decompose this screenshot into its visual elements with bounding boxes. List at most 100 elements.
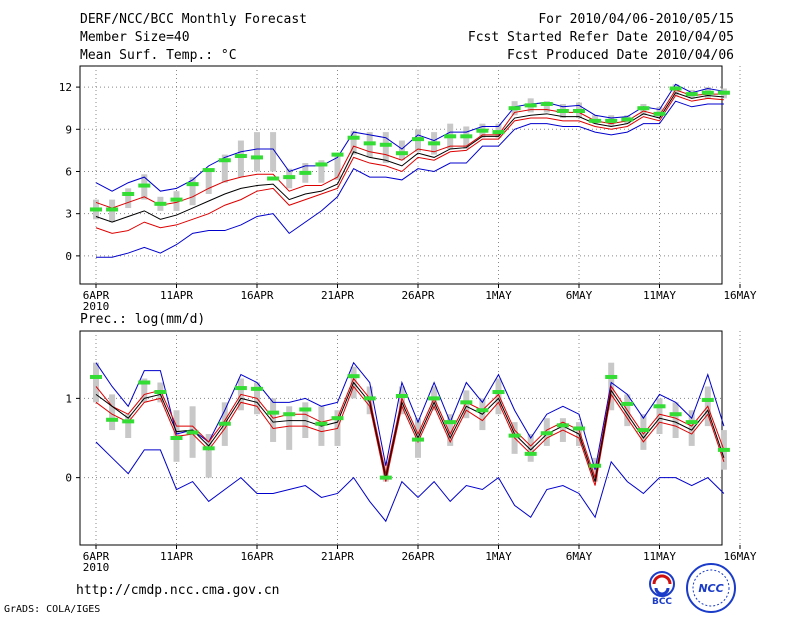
precipitation-mean-marker — [556, 423, 569, 428]
temperature-mean-marker — [347, 135, 360, 140]
temperature-mean-marker — [669, 86, 682, 91]
temperature-mean-marker — [186, 182, 199, 187]
precipitation-mean-marker — [701, 397, 714, 402]
temperature-spread-bar — [270, 132, 277, 172]
temperature-spread-bar — [543, 101, 550, 113]
precipitation-mean-marker — [186, 430, 199, 435]
temperature-mean-marker — [524, 103, 537, 108]
temperature-min-line — [96, 100, 724, 258]
precipitation-mean-marker — [363, 396, 376, 401]
temperature-spread-bar — [318, 160, 325, 183]
temperature-mean-marker — [138, 183, 151, 188]
precipitation-mean-marker — [508, 433, 521, 438]
temperature-mean-marker — [122, 191, 135, 196]
precipitation-mean-marker — [395, 393, 408, 398]
precipitation-spread-bar — [93, 362, 99, 403]
temperature-spread-bar — [350, 130, 357, 155]
temperature-xlabel: 26APR — [401, 289, 434, 302]
temperature-mean-marker — [573, 109, 585, 114]
temperature-mean-marker — [267, 176, 280, 181]
precipitation-xlabel: 11APR — [160, 550, 193, 563]
temperature-ylabel: 0 — [65, 250, 72, 263]
precipitation-mean-marker — [605, 374, 618, 379]
chart-title: DERF/NCC/BCC Monthly Forecast — [80, 12, 307, 27]
temperature-mean-marker — [492, 130, 505, 135]
precipitation-year-label: 2010 — [83, 561, 110, 574]
temperature-xlabel: 1MAY — [485, 289, 512, 302]
temperature-panel: 6APR 11APR 16APR 21APR 26APR 1MAY 6MAY 11MAY 16M… — [59, 65, 757, 313]
precipitation-mean-marker — [315, 421, 328, 426]
precipitation-mean-marker — [170, 436, 183, 440]
temperature-mean-marker — [331, 152, 344, 157]
precipitation-spread-bar — [125, 414, 132, 438]
precipitation-panel: 6APR 11APR 16APR 21APR 26APR 1MAY 6MAY 11MAY 16M… — [65, 312, 757, 574]
temperature-mean-marker — [363, 141, 376, 146]
precipitation-mean-marker — [122, 419, 135, 424]
temperature-mean-marker — [251, 155, 263, 160]
temperature-mean-marker — [379, 142, 392, 147]
temperature-spread-bar — [398, 140, 405, 161]
precipitation-mean-marker — [218, 421, 231, 426]
precipitation-max-line — [95, 361, 725, 470]
precipitation-panel-title: Prec.: log(mm/d) — [80, 312, 205, 327]
precipitation-spread-bar — [495, 378, 502, 415]
precipitation-spread-bar — [109, 394, 116, 431]
precipitation-mean-marker — [138, 380, 151, 385]
forecast-period: For 2010/04/06-2010/05/15 — [538, 12, 734, 27]
website-url[interactable]: http://cmdp.ncc.cma.gov.cn — [76, 583, 280, 598]
temperature-mean-marker — [315, 162, 328, 167]
temperature-mean-marker — [701, 90, 714, 95]
precipitation-mean-marker — [573, 426, 585, 431]
temperature-panel-title: Mean Surf. Temp.: °C — [80, 48, 237, 63]
precipitation-mean-marker — [460, 400, 473, 405]
temperature-mean-marker — [283, 175, 296, 180]
precipitation-mean-marker — [251, 386, 263, 391]
precipitation-spread-bar — [672, 402, 679, 438]
precipitation-mean-marker — [589, 463, 602, 468]
temperature-xlabel: 6APR — [83, 289, 110, 302]
temperature-xlabel: 16MAY — [723, 289, 756, 302]
precipitation-mean-marker — [717, 447, 730, 452]
temperature-mean-marker — [395, 151, 408, 156]
precipitation-spread-bar — [527, 434, 534, 462]
precipitation-mean-marker — [299, 407, 312, 412]
temperature-upper-quartile-line — [95, 89, 724, 209]
temperature-median-line — [95, 92, 724, 223]
precipitation-xlabel: 1MAY — [485, 550, 512, 563]
temperature-mean-marker — [299, 170, 312, 175]
precipitation-spread-bar — [447, 414, 454, 446]
temperature-year-label: 2010 — [83, 300, 110, 313]
precipitation-spread-bar — [688, 410, 695, 446]
temperature-mean-marker — [556, 109, 569, 114]
temperature-spread-bar — [221, 154, 228, 183]
temperature-lower-quartile-line — [95, 94, 724, 234]
temperature-ylabel: 9 — [65, 123, 72, 136]
temperature-mean-marker — [170, 197, 183, 202]
temperature-mean-marker — [234, 154, 247, 159]
precipitation-mean-marker — [412, 437, 424, 442]
precipitation-mean-marker — [524, 451, 537, 456]
precipitation-xlabel: 6APR — [83, 550, 110, 563]
temperature-xlabel: 21APR — [321, 289, 354, 302]
temperature-mean-marker — [637, 106, 650, 111]
produced-date: Fcst Produced Date 2010/04/06 — [507, 48, 734, 63]
temperature-xlabel: 6MAY — [566, 289, 593, 302]
temperature-mean-marker — [476, 128, 489, 133]
precipitation-mean-marker — [653, 404, 666, 409]
precipitation-spread-bar — [205, 434, 212, 478]
temperature-max-line — [95, 83, 724, 192]
precipitation-mean-marker — [492, 390, 505, 395]
temperature-spread-bar — [334, 154, 341, 180]
temperature-spread-bar — [125, 188, 132, 209]
precipitation-mean-marker — [637, 428, 650, 433]
temperature-mean-marker — [621, 117, 634, 122]
precipitation-mean-marker — [267, 410, 280, 415]
precipitation-spread-bar — [656, 398, 663, 435]
start-date: Fcst Started Refer Date 2010/04/05 — [467, 30, 734, 45]
precipitation-ylabel: 0 — [65, 472, 72, 485]
precipitation-mean-marker — [202, 446, 215, 451]
precipitation-min-line — [95, 441, 725, 523]
precipitation-median-line — [95, 381, 725, 482]
